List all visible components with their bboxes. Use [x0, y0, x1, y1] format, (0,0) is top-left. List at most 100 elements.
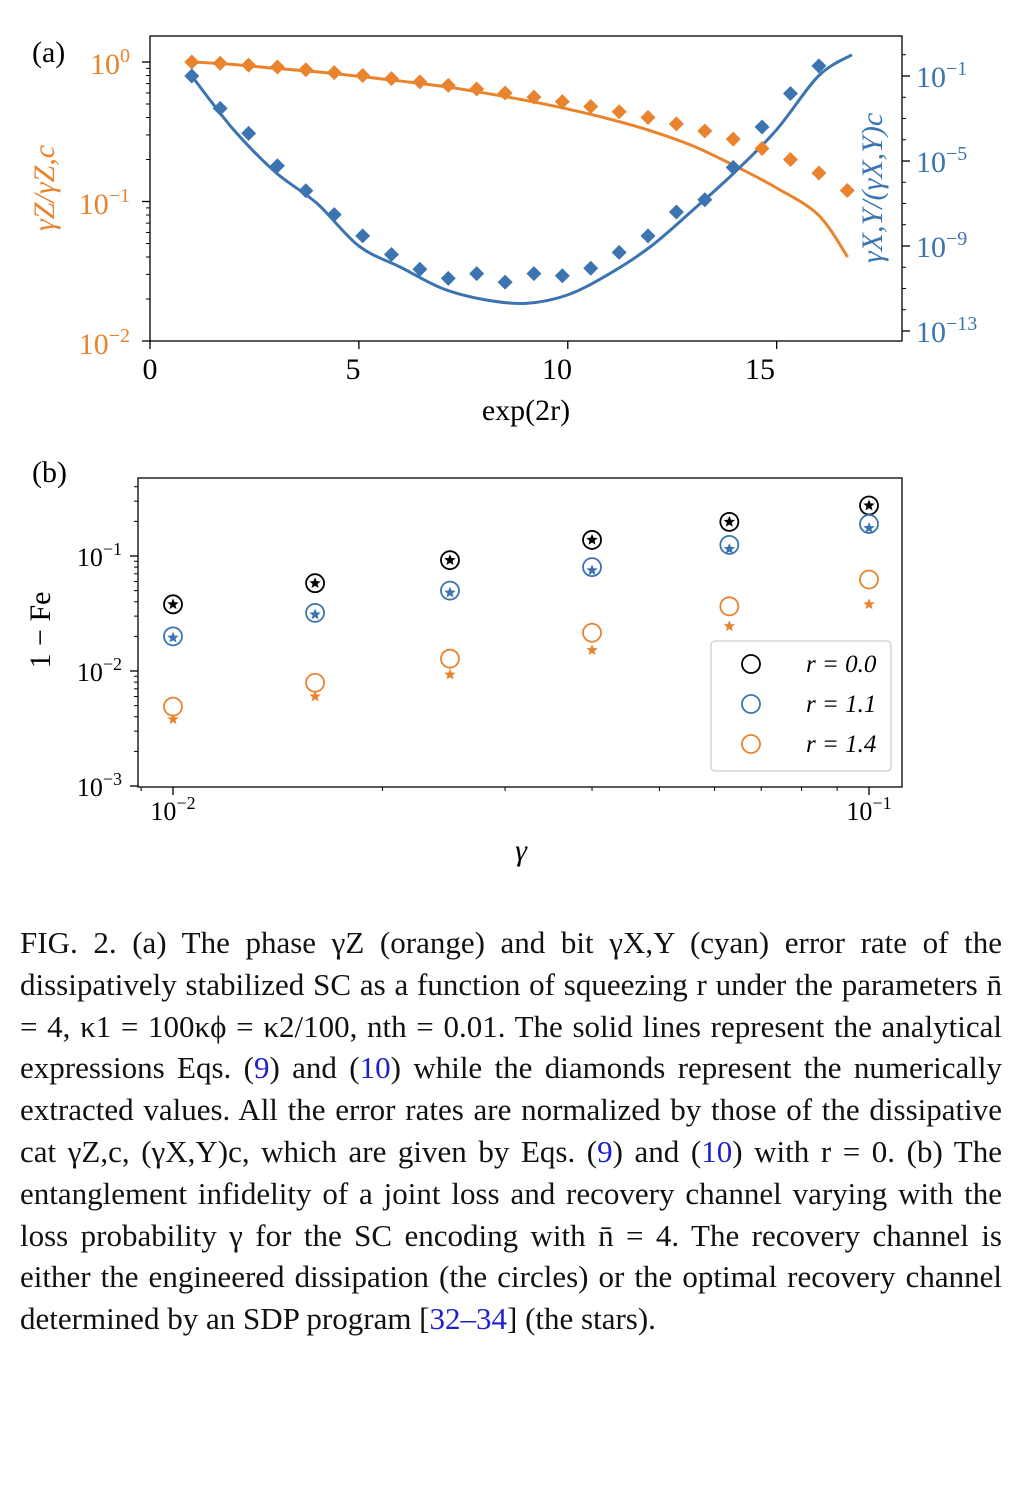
infidelity-star: [309, 608, 321, 620]
gamma-z-point: [184, 54, 200, 70]
infidelity-star: [586, 564, 598, 576]
gamma-xy-point: [298, 183, 314, 199]
infidelity-star: [723, 543, 736, 554]
panel-a-label: (a): [32, 36, 65, 69]
gamma-xy-point: [440, 270, 456, 286]
panel-b-ytick: 10−1: [77, 539, 122, 572]
gamma-z-point: [440, 77, 456, 93]
infidelity-star: [723, 515, 736, 527]
infidelity-star: [167, 598, 179, 610]
panel-b-label: (b): [32, 456, 67, 489]
infidelity-star: [863, 598, 875, 610]
equation-ref-9[interactable]: 9: [597, 1133, 613, 1169]
gamma-z-point: [725, 131, 741, 147]
panel-a-xtick: 10: [542, 353, 572, 386]
panel-a-xtick: 0: [143, 353, 158, 386]
panel-a-yright-tick: 10−13: [916, 313, 977, 349]
infidelity-star: [167, 713, 179, 725]
panel-b-xtick: 10−2: [150, 793, 195, 826]
gamma-xy-point: [326, 207, 342, 223]
caption-text: ] (the stars).: [507, 1301, 656, 1337]
infidelity-star: [723, 620, 736, 632]
gamma-xy-point: [640, 228, 656, 244]
equation-ref-9[interactable]: 9: [253, 1050, 270, 1086]
infidelity-star: [167, 631, 179, 643]
gamma-z-point: [611, 104, 627, 120]
infidelity-star: [444, 668, 456, 680]
infidelity-circle: [440, 648, 460, 669]
gamma-xy-point: [269, 158, 285, 174]
gamma-z-point: [554, 94, 570, 110]
gamma-z-point: [241, 57, 257, 73]
infidelity-circle: [440, 580, 460, 601]
legend-circle-r11: [741, 694, 761, 714]
legend-box: [710, 640, 892, 772]
infidelity-circle: [859, 514, 879, 534]
gamma-z-point: [355, 68, 371, 84]
panel-a-series: [184, 53, 855, 306]
infidelity-circle: [163, 626, 183, 647]
infidelity-star: [586, 533, 598, 545]
panel-b-ytick: 10−3: [77, 769, 122, 802]
infidelity-star: [444, 586, 456, 598]
gamma-xy-point: [697, 192, 713, 208]
panel-a-xtick: 5: [346, 353, 361, 386]
gamma-z-point: [668, 116, 684, 132]
caption-text: ) and (: [612, 1133, 702, 1169]
equation-ref-10[interactable]: 10: [701, 1133, 733, 1169]
panel-b-ytick: 10−2: [77, 654, 122, 687]
gamma-z-point: [782, 152, 798, 168]
panel-a-yright-tick: 10−9: [916, 228, 967, 264]
infidelity-circle: [305, 573, 325, 594]
infidelity-circle: [582, 557, 602, 578]
gamma-z-point: [326, 65, 342, 81]
gamma-z-point: [269, 59, 285, 75]
gamma-z-point: [383, 71, 399, 87]
gamma-z-point: [640, 110, 656, 126]
legend-label: r = 1.4: [806, 731, 876, 758]
infidelity-star: [863, 522, 875, 533]
legend-label: r = 0.0: [806, 651, 877, 678]
infidelity-star: [444, 554, 456, 566]
gamma-z-point: [526, 89, 542, 105]
gamma-xy-point: [526, 266, 542, 282]
panel-b-xtick: 10−1: [846, 793, 891, 826]
gamma-z-point: [497, 85, 513, 101]
caption-text: ) with r = 0. (b) The entanglement infid…: [20, 1133, 1003, 1337]
citation-ref-32-34[interactable]: 32–34: [429, 1301, 508, 1337]
gamma-xy-point: [554, 268, 570, 284]
panel-a-axes: [142, 54, 910, 349]
gamma-z-point: [298, 62, 314, 78]
infidelity-star: [863, 499, 875, 511]
infidelity-circle: [440, 550, 460, 571]
panel-a-xtick: 15: [745, 353, 775, 386]
gamma-xy-point: [754, 119, 770, 135]
gamma-xy-point: [782, 86, 798, 102]
gamma-xy-point: [583, 260, 599, 276]
panel-a-plot: [184, 53, 855, 306]
panel-a-yright-tick: 10−1: [916, 58, 967, 94]
gamma-xy-point: [811, 58, 827, 74]
gamma-xy-point: [469, 266, 485, 282]
infidelity-star: [309, 577, 321, 589]
gamma-xy-point: [611, 244, 627, 260]
panel-a-ylabel-right: γX,Y/(γX,Y)c: [856, 113, 889, 263]
gamma-xy-point: [725, 159, 741, 175]
equation-ref-10[interactable]: 10: [359, 1050, 391, 1086]
infidelity-circle: [305, 603, 325, 623]
infidelity-circle: [163, 696, 183, 717]
legend-circle-r0: [741, 654, 761, 674]
panel-a-frame: [149, 35, 903, 342]
infidelity-circle: [305, 672, 325, 693]
legend-circle-r14: [741, 734, 761, 754]
infidelity-star: [586, 644, 598, 655]
gamma-xy-point: [412, 261, 428, 277]
gamma-xy-point: [355, 228, 371, 244]
gamma-xy-point: [184, 68, 200, 84]
panel-a-ylabel-left: γZ/γZ,c: [28, 145, 61, 231]
panel-a-yright-tick: 10−5: [916, 143, 967, 179]
gamma-z-point: [212, 55, 228, 71]
caption-text: ) and (: [269, 1050, 360, 1086]
panel-a-yleft-tick: 10−1: [79, 185, 130, 221]
infidelity-circle: [719, 534, 740, 555]
